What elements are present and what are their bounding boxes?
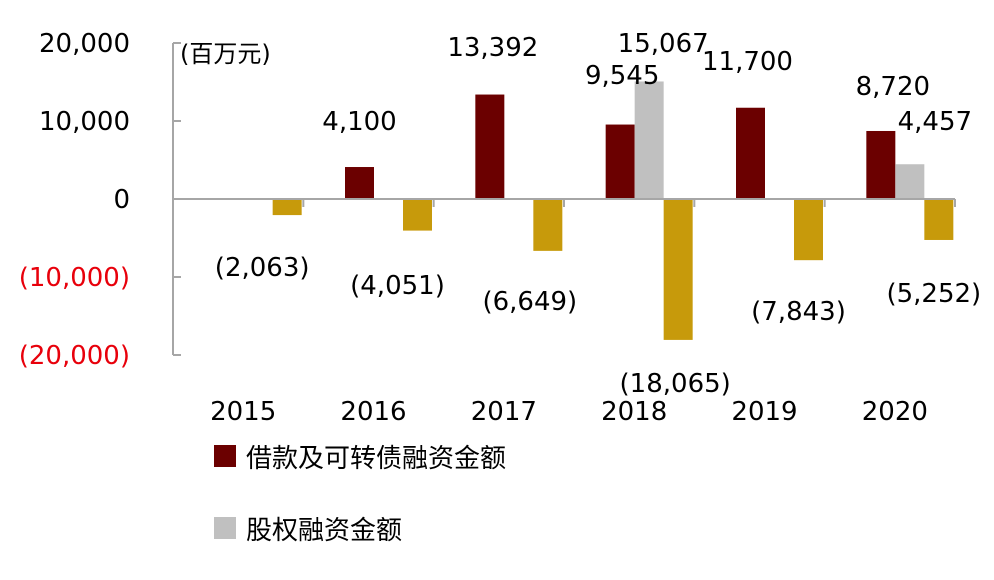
data-label-series2-2016: (4,051): [350, 271, 445, 301]
bar-series2-2016: [403, 199, 432, 231]
category-label-2018: 2018: [601, 397, 667, 427]
data-label-series0-2017: 13,392: [447, 33, 538, 63]
legend-swatch-equity: [214, 517, 236, 539]
data-label-series1-2018: 15,067: [618, 29, 709, 59]
category-label-2015: 2015: [210, 397, 276, 427]
data-label-series2-2017: (6,649): [482, 287, 577, 317]
category-label-2020: 2020: [862, 397, 928, 427]
legend: 借款及可转债融资金额 股权融资金额: [214, 436, 506, 580]
data-label-series0-2020: 8,720: [856, 72, 930, 102]
data-label-series2-2020: (5,252): [886, 279, 981, 309]
category-label-2017: 2017: [471, 397, 537, 427]
bar-series2-2020: [924, 199, 954, 240]
bar-series2-2017: [533, 199, 563, 251]
bar-series0-2018: [605, 124, 635, 199]
bar-series1-2018: [634, 81, 664, 199]
bar-series0-2016: [345, 167, 374, 199]
data-label-series2-2019: (7,843): [751, 297, 846, 327]
y-tick-label: 20,000: [39, 29, 130, 59]
bar-series1-2020: [895, 164, 925, 199]
chart-container: 20,000 10,000 0 (10,000) (20,000) (百万元) 2015 20…: [19, 29, 981, 546]
data-label-series0-2018: 9,545: [585, 61, 659, 91]
data-label-series1-2020: 4,457: [898, 107, 972, 137]
bar-series2-2015: [272, 199, 302, 216]
y-tick-label: 0: [113, 185, 130, 215]
data-label-series2-2018: (18,065): [620, 369, 731, 399]
y-tick-label: (10,000): [19, 263, 130, 293]
category-label-2016: 2016: [340, 397, 406, 427]
y-tick-label: 10,000: [39, 107, 130, 137]
bar-series2-2018: [663, 199, 693, 340]
data-label-series0-2019: 11,700: [702, 47, 793, 77]
bar-series0-2020: [866, 130, 896, 199]
legend-label-borrowing: 借款及可转债融资金额: [246, 443, 507, 474]
category-label-2019: 2019: [731, 397, 797, 427]
unit-label: (百万元): [180, 40, 271, 68]
legend-label-equity: 股权融资金额: [246, 515, 403, 546]
data-label-series2-2015: (2,063): [215, 253, 310, 283]
legend-item-borrowing: 借款及可转债融资金额: [214, 436, 506, 476]
bar-series0-2017: [475, 94, 505, 199]
bar-series2-2019: [794, 199, 823, 261]
data-label-series0-2016: 4,100: [322, 107, 396, 137]
bar-series0-2019: [736, 107, 765, 199]
y-tick-label: (20,000): [19, 341, 130, 371]
legend-swatch-borrowing: [214, 445, 236, 467]
legend-item-equity: 股权融资金额: [214, 508, 506, 548]
bar-chart: 20,000 10,000 0 (10,000) (20,000) (百万元) 2015 20…: [19, 29, 981, 427]
